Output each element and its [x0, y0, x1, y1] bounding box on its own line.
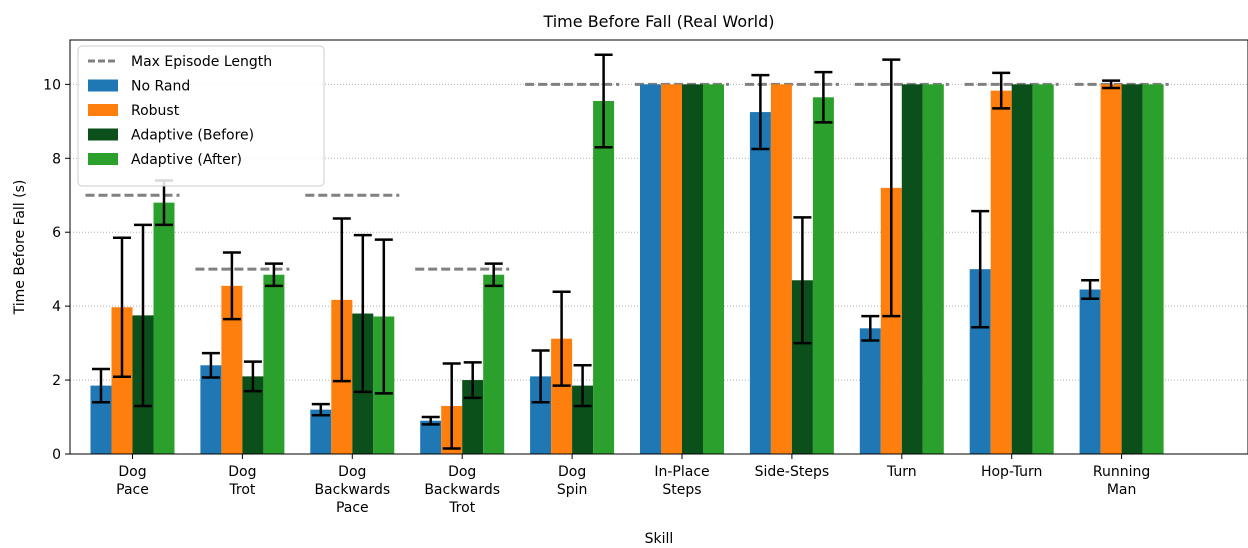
bar	[242, 376, 264, 454]
x-tick-label: Dog Backwards Trot	[424, 464, 500, 516]
x-tick-label: Hop-Turn	[981, 464, 1042, 480]
x-tick-label-line: Dog	[338, 464, 366, 480]
legend-label: Robust	[131, 103, 180, 119]
bar	[990, 90, 1012, 454]
bar	[420, 420, 442, 454]
legend-swatch	[88, 128, 118, 141]
x-tick-label: Running Man	[1093, 464, 1150, 498]
x-tick-label-line: Pace	[116, 482, 149, 498]
bar	[483, 274, 505, 454]
x-tick-label-line: Dog	[448, 464, 476, 480]
x-tick-label: In-Place Steps	[654, 464, 709, 498]
x-tick-label: Dog Backwards Pace	[314, 464, 390, 516]
x-tick-label-line: Steps	[662, 482, 701, 498]
bar	[1100, 84, 1122, 454]
x-tick-label-line: In-Place	[654, 464, 709, 480]
bars	[90, 84, 1164, 455]
legend-swatch	[88, 153, 118, 165]
legend-swatch	[88, 79, 118, 92]
y-tick-label: 6	[52, 225, 61, 241]
x-tick-label-line: Man	[1107, 482, 1137, 498]
x-tick-label: Dog Trot	[228, 464, 256, 498]
legend: Max Episode Length No Rand Robust Adaptive …	[77, 45, 325, 187]
bar	[901, 84, 923, 454]
x-tick-label: Dog Pace	[116, 464, 149, 498]
y-axis: 0 2 4 6 8 10	[43, 77, 70, 463]
legend-label: Adaptive (After)	[131, 152, 242, 168]
y-tick-label: 10	[43, 77, 61, 93]
bar	[263, 274, 285, 454]
x-tick-label-line: Dog	[228, 464, 256, 480]
x-tick-label: Dog Spin	[557, 464, 588, 498]
bar	[1079, 289, 1101, 454]
x-tick-label-line: Trot	[228, 482, 256, 498]
bar	[969, 269, 991, 454]
legend-label: No Rand	[131, 79, 190, 95]
bar	[551, 338, 573, 454]
legend-swatch	[88, 104, 118, 116]
x-tick-label-line: Trot	[448, 500, 476, 516]
y-tick-label: 4	[52, 299, 61, 315]
legend-box	[77, 45, 325, 187]
x-tick-label-line: Turn	[886, 464, 917, 480]
legend-label: Max Episode Length	[131, 54, 272, 70]
bar	[593, 100, 615, 454]
x-tick-label-line: Spin	[557, 482, 588, 498]
bar	[682, 84, 703, 454]
y-tick-label: 0	[52, 447, 61, 463]
y-axis-label: Time Before Fall (s)	[12, 180, 28, 316]
x-tick-label-line: Hop-Turn	[981, 464, 1042, 480]
x-tick-label-line: Pace	[336, 500, 369, 516]
plot-frame	[69, 39, 1248, 455]
bar	[749, 112, 771, 455]
bar	[1011, 84, 1033, 454]
bar	[572, 385, 594, 454]
bar	[880, 187, 902, 454]
bar	[310, 409, 332, 454]
x-tick-label-line: Backwards	[314, 482, 390, 498]
error-bars	[92, 53, 1121, 450]
x-tick-label-line: Side-Steps	[755, 464, 830, 480]
bar	[640, 84, 661, 454]
bar	[859, 328, 881, 454]
x-tick-label-line: Dog	[558, 464, 586, 480]
bar	[530, 376, 552, 454]
x-tick-label: Side-Steps	[755, 464, 830, 480]
bar	[1142, 84, 1164, 454]
bar	[922, 84, 944, 454]
bar	[153, 202, 175, 454]
bar	[661, 84, 682, 454]
chart-title: Time Before Fall (Real World)	[542, 12, 774, 31]
x-tick-label-line: Dog	[118, 464, 146, 480]
legend-label: Adaptive (Before)	[131, 128, 254, 144]
bar	[812, 97, 834, 454]
bar	[1032, 84, 1054, 454]
y-tick-label: 8	[52, 151, 61, 167]
bar	[221, 285, 243, 454]
bar	[791, 280, 813, 454]
bar	[200, 365, 222, 454]
bar	[703, 84, 724, 454]
x-axis-label: Skill	[645, 531, 674, 547]
x-tick-label-line: Running	[1093, 464, 1150, 480]
x-axis: Dog Pace Dog Trot Dog Backwards Pace Dog Backwar…	[116, 454, 1150, 516]
x-tick-label: Turn	[886, 464, 917, 480]
bar	[770, 84, 792, 454]
y-tick-label: 2	[52, 373, 61, 389]
bar	[111, 307, 133, 454]
x-tick-label-line: Backwards	[424, 482, 500, 498]
bar	[1121, 84, 1143, 454]
